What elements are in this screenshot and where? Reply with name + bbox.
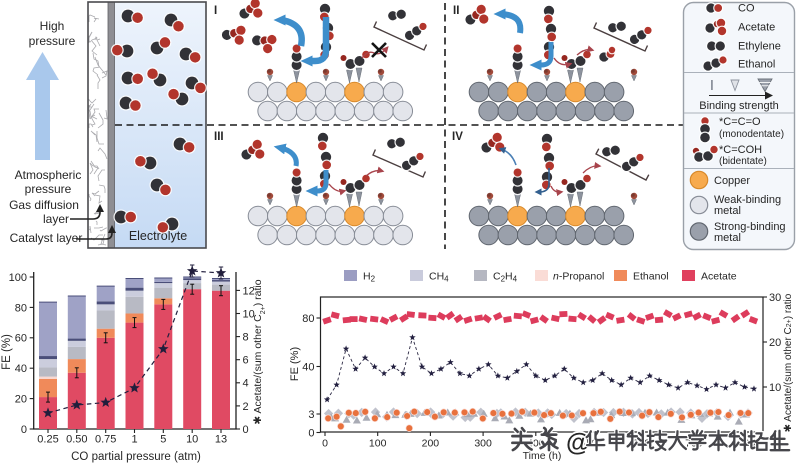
- svg-text:0: 0: [322, 438, 328, 450]
- svg-text:✱ Acetate/(sum other C2+) rati: ✱ Acetate/(sum other C2+) ratio: [783, 293, 794, 432]
- svg-text:FE (%): FE (%): [289, 347, 301, 381]
- svg-text:Ethanol: Ethanol: [738, 59, 775, 71]
- svg-text:4: 4: [243, 378, 249, 390]
- svg-text:Ethylene: Ethylene: [738, 41, 781, 53]
- svg-text:0: 0: [21, 424, 27, 436]
- svg-text:80: 80: [302, 313, 314, 325]
- svg-text:40: 40: [15, 363, 27, 375]
- svg-text:Ethanol: Ethanol: [633, 271, 669, 283]
- svg-text:Weak-binding: Weak-binding: [714, 194, 781, 206]
- svg-text:metal: metal: [714, 205, 741, 217]
- svg-text:200: 200: [422, 438, 440, 450]
- svg-text:12: 12: [243, 285, 255, 297]
- svg-text:60: 60: [15, 333, 27, 345]
- svg-text:3: 3: [308, 409, 314, 421]
- svg-text:Copper: Copper: [714, 175, 750, 187]
- svg-text:I: I: [214, 5, 217, 17]
- svg-text:Electrolyte: Electrolyte: [129, 229, 187, 243]
- svg-text:✱ Acetate/(sum other C2+) rati: ✱ Acetate/(sum other C2+) ratio: [252, 279, 267, 424]
- svg-text:30: 30: [769, 292, 781, 304]
- svg-text:Time (h): Time (h): [523, 450, 562, 462]
- svg-text:Catalyst layer: Catalyst layer: [10, 231, 83, 245]
- svg-text:Acetate: Acetate: [701, 271, 737, 283]
- svg-text:0.75: 0.75: [95, 434, 116, 446]
- svg-text:10: 10: [243, 308, 255, 320]
- svg-text:(bidentate): (bidentate): [719, 156, 767, 167]
- svg-text:300: 300: [474, 438, 492, 450]
- svg-text:IV: IV: [452, 131, 463, 143]
- svg-text:8: 8: [243, 332, 249, 344]
- svg-text:100: 100: [369, 438, 387, 450]
- svg-text:6: 6: [243, 355, 249, 367]
- svg-text:pressure: pressure: [25, 182, 72, 196]
- svg-text:Gas diffusion: Gas diffusion: [9, 198, 79, 212]
- svg-text:Acetate: Acetate: [738, 22, 775, 34]
- svg-text:40: 40: [302, 361, 314, 373]
- svg-text:CO: CO: [738, 3, 755, 15]
- svg-text:Strong-binding: Strong-binding: [714, 221, 786, 233]
- svg-text:High: High: [40, 19, 65, 33]
- svg-text:III: III: [214, 131, 224, 143]
- svg-text:100: 100: [9, 272, 27, 284]
- svg-text:pressure: pressure: [29, 34, 76, 48]
- svg-text:0.50: 0.50: [66, 434, 87, 446]
- svg-text:10: 10: [769, 382, 781, 394]
- svg-text:10: 10: [186, 434, 198, 446]
- svg-text:2: 2: [243, 401, 249, 413]
- svg-text:n-Propanol: n-Propanol: [553, 271, 604, 283]
- svg-text:13: 13: [215, 434, 227, 446]
- svg-text:FE (%): FE (%): [1, 334, 13, 370]
- svg-text:20: 20: [15, 394, 27, 406]
- svg-text:(monodentate): (monodentate): [719, 129, 784, 140]
- svg-text:Atmospheric: Atmospheric: [15, 168, 82, 182]
- svg-text:0: 0: [308, 427, 314, 439]
- svg-text:80: 80: [15, 302, 27, 314]
- svg-text:metal: metal: [714, 232, 741, 244]
- svg-text:0: 0: [243, 424, 249, 436]
- svg-text:CH4: CH4: [429, 271, 449, 284]
- svg-text:*C=COH: *C=COH: [719, 144, 762, 156]
- svg-text:1: 1: [131, 434, 137, 446]
- svg-text:Binding strength: Binding strength: [699, 100, 779, 112]
- svg-text:20: 20: [769, 337, 781, 349]
- svg-text:0.25: 0.25: [37, 434, 58, 446]
- svg-text:CO partial pressure (atm): CO partial pressure (atm): [71, 451, 201, 463]
- svg-text:C2H4: C2H4: [493, 271, 518, 284]
- svg-text:*C=C=O: *C=C=O: [719, 116, 761, 128]
- svg-text:II: II: [453, 5, 459, 17]
- svg-text:5: 5: [160, 434, 166, 446]
- svg-text:layer: layer: [43, 212, 69, 226]
- svg-text:H2: H2: [363, 271, 376, 284]
